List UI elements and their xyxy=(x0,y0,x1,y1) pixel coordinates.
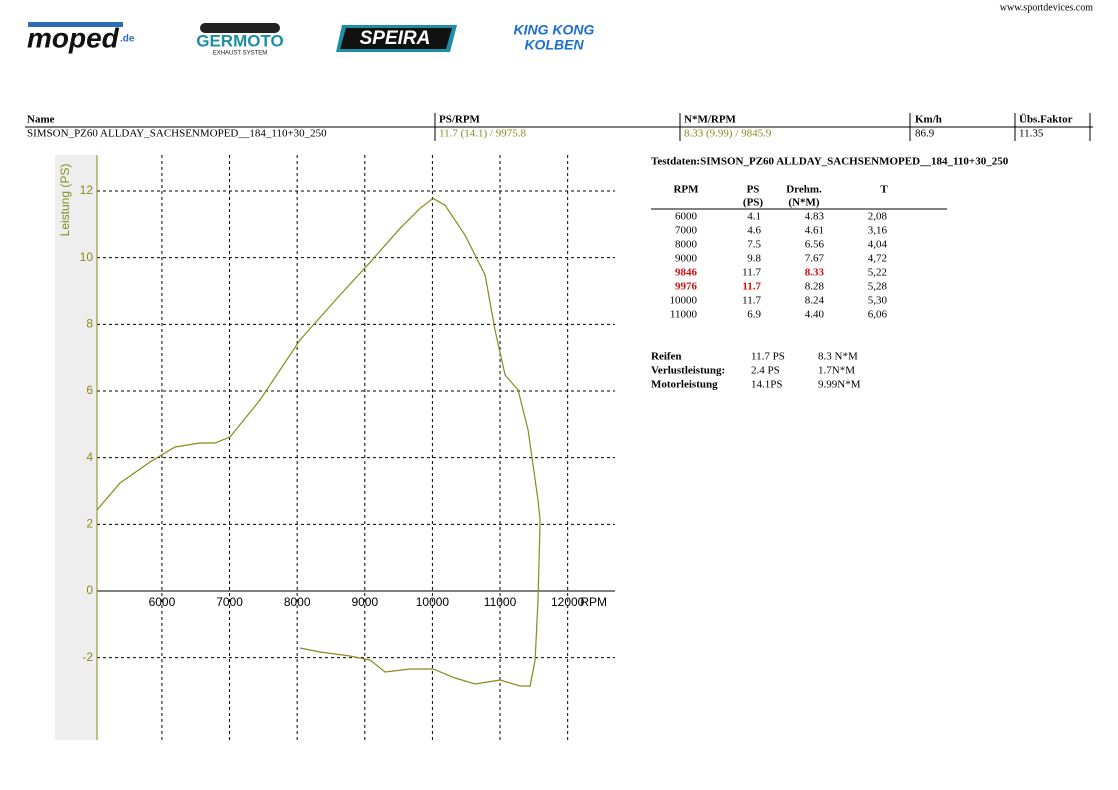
y-tick-label: 12 xyxy=(80,183,94,197)
testdata-cell: 5,22 xyxy=(868,267,887,279)
testdata-table: Testdaten:SIMSON_PZ60 ALLDAY_SACHSENMOPE… xyxy=(651,156,1009,321)
x-tick-label: 8000 xyxy=(284,595,311,609)
testdata-cell: 10000 xyxy=(670,295,698,307)
testdata-header: Drehm. xyxy=(786,184,822,196)
testdata-cell: 4,04 xyxy=(868,239,888,251)
logo-speira: SPEIRA xyxy=(360,28,431,49)
testdata-cell: 9846 xyxy=(675,267,698,279)
x-tick-label: 11000 xyxy=(484,595,517,609)
y-tick-label: -2 xyxy=(82,650,93,664)
testdata-cell: 6,06 xyxy=(868,309,888,321)
losses-cell: 14.1PS xyxy=(751,379,783,391)
x-tick-label: 10000 xyxy=(416,595,450,609)
axis-strip xyxy=(55,155,97,740)
summary-cell: 8.33 (9.99) / 9845.9 xyxy=(684,128,772,140)
losses-cell: Verlustleistung: xyxy=(651,365,725,377)
testdata-header: PS xyxy=(747,184,760,196)
x-tick-label: 9000 xyxy=(351,595,378,609)
losses-table: Reifen 11.7 PS 8.3 N*M Verlustleistung: 2.4 … xyxy=(651,351,861,391)
testdata-cell: 9000 xyxy=(675,253,698,265)
testdata-header: T xyxy=(880,184,888,196)
power-curve xyxy=(96,197,541,687)
testdata-cell: 11.7 xyxy=(742,295,761,307)
summary-table: Name SIMSON_PZ60 ALLDAY_SACHSENMOPED__184… xyxy=(25,113,1093,141)
y-tick-label: 6 xyxy=(86,383,93,397)
testdata-header: (N*M) xyxy=(788,197,819,209)
logos: moped .de GERMOTO EXHAUST SYSTEM SPEIRA … xyxy=(27,22,595,57)
testdata-cell: 9976 xyxy=(675,281,698,293)
losses-cell: Motorleistung xyxy=(651,379,718,391)
testdata-cell: 6.56 xyxy=(805,239,825,251)
testdata-cell: 4,72 xyxy=(868,253,887,265)
chart: -2 0 2 4 6 8 10 12 6000 7000 8000 9000 10000 11000 120… xyxy=(55,155,615,740)
testdata-cell: 11000 xyxy=(670,309,698,321)
logo-moped: moped xyxy=(27,22,120,53)
testdata-cell: 5,30 xyxy=(868,295,888,307)
testdata-cell: 6000 xyxy=(675,211,698,223)
testdata-cell: 7000 xyxy=(675,225,698,237)
losses-cell: 11.7 PS xyxy=(751,351,785,363)
testdata-header: RPM xyxy=(673,184,699,196)
summary-header: Übs.Faktor xyxy=(1019,113,1073,126)
testdata-title: Testdaten:SIMSON_PZ60 ALLDAY_SACHSENMOPE… xyxy=(651,156,1009,168)
y-tick-label: 10 xyxy=(80,250,94,264)
losses-cell: 9.99N*M xyxy=(818,379,861,391)
x-tick-label: 7000 xyxy=(216,595,243,609)
y-tick-label: 2 xyxy=(86,517,93,531)
testdata-cell: 4.61 xyxy=(805,225,824,237)
logo-bar xyxy=(28,22,123,27)
testdata-cell: 7.67 xyxy=(805,253,825,265)
testdata-cell: 7.5 xyxy=(747,239,761,251)
website: www.sportdevices.com xyxy=(1000,2,1093,13)
x-tick-label: 6000 xyxy=(149,595,176,609)
logo-germoto-pipe xyxy=(200,23,280,33)
testdata-cell: 11.7 xyxy=(742,267,761,279)
testdata-cell: 8000 xyxy=(675,239,698,251)
testdata-cell: 4.40 xyxy=(805,309,825,321)
losses-cell: Reifen xyxy=(651,351,682,363)
y-tick-label: 8 xyxy=(86,317,93,331)
summary-header: N*M/RPM xyxy=(684,114,737,126)
logo-speira-inner xyxy=(340,28,452,49)
losses-cell: 1.7N*M xyxy=(818,365,855,377)
y-axis-label: Leistung (PS) xyxy=(58,164,72,237)
summary-cell: 86.9 xyxy=(915,128,935,140)
summary-cell: SIMSON_PZ60 ALLDAY_SACHSENMOPED__184_110… xyxy=(27,128,327,140)
logo-germoto: GERMOTO xyxy=(196,31,284,50)
testdata-cell: 8.24 xyxy=(805,295,825,307)
summary-header: Km/h xyxy=(915,114,942,126)
testdata-cell: 8.28 xyxy=(805,281,825,293)
testdata-cell: 4.1 xyxy=(747,211,761,223)
testdata-header: (PS) xyxy=(743,197,764,209)
logo-germoto-sub: EXHAUST SYSTEM xyxy=(213,51,268,57)
x-axis-label: RPM xyxy=(580,595,607,609)
logo-moped-de: .de xyxy=(120,34,135,45)
y-tick-label: 4 xyxy=(86,450,93,464)
testdata-cell: 3,16 xyxy=(868,225,888,237)
summary-cell: 11.7 (14.1) / 9975.8 xyxy=(439,128,526,140)
losses-cell: 2.4 PS xyxy=(751,365,780,377)
testdata-cell: 8.33 xyxy=(805,267,825,279)
testdata-cell: 4.83 xyxy=(805,211,825,223)
y-tick-label: 0 xyxy=(86,583,93,597)
testdata-cell: 11.7 xyxy=(742,281,761,293)
testdata-cell: 4.6 xyxy=(747,225,761,237)
x-tick-label: 12000 xyxy=(551,595,585,609)
summary-header: Name xyxy=(27,114,55,126)
testdata-cell: 2,08 xyxy=(868,211,888,223)
summary-header: PS/RPM xyxy=(439,114,481,126)
testdata-cell: 9.8 xyxy=(747,253,761,265)
logo-kingkong: KING KONG xyxy=(514,22,595,38)
summary-cell: 11.35 xyxy=(1019,128,1044,140)
testdata-cell: 6.9 xyxy=(747,309,761,321)
logo-kolben: KOLBEN xyxy=(524,37,584,53)
losses-cell: 8.3 N*M xyxy=(818,351,858,363)
testdata-cell: 5,28 xyxy=(868,281,888,293)
